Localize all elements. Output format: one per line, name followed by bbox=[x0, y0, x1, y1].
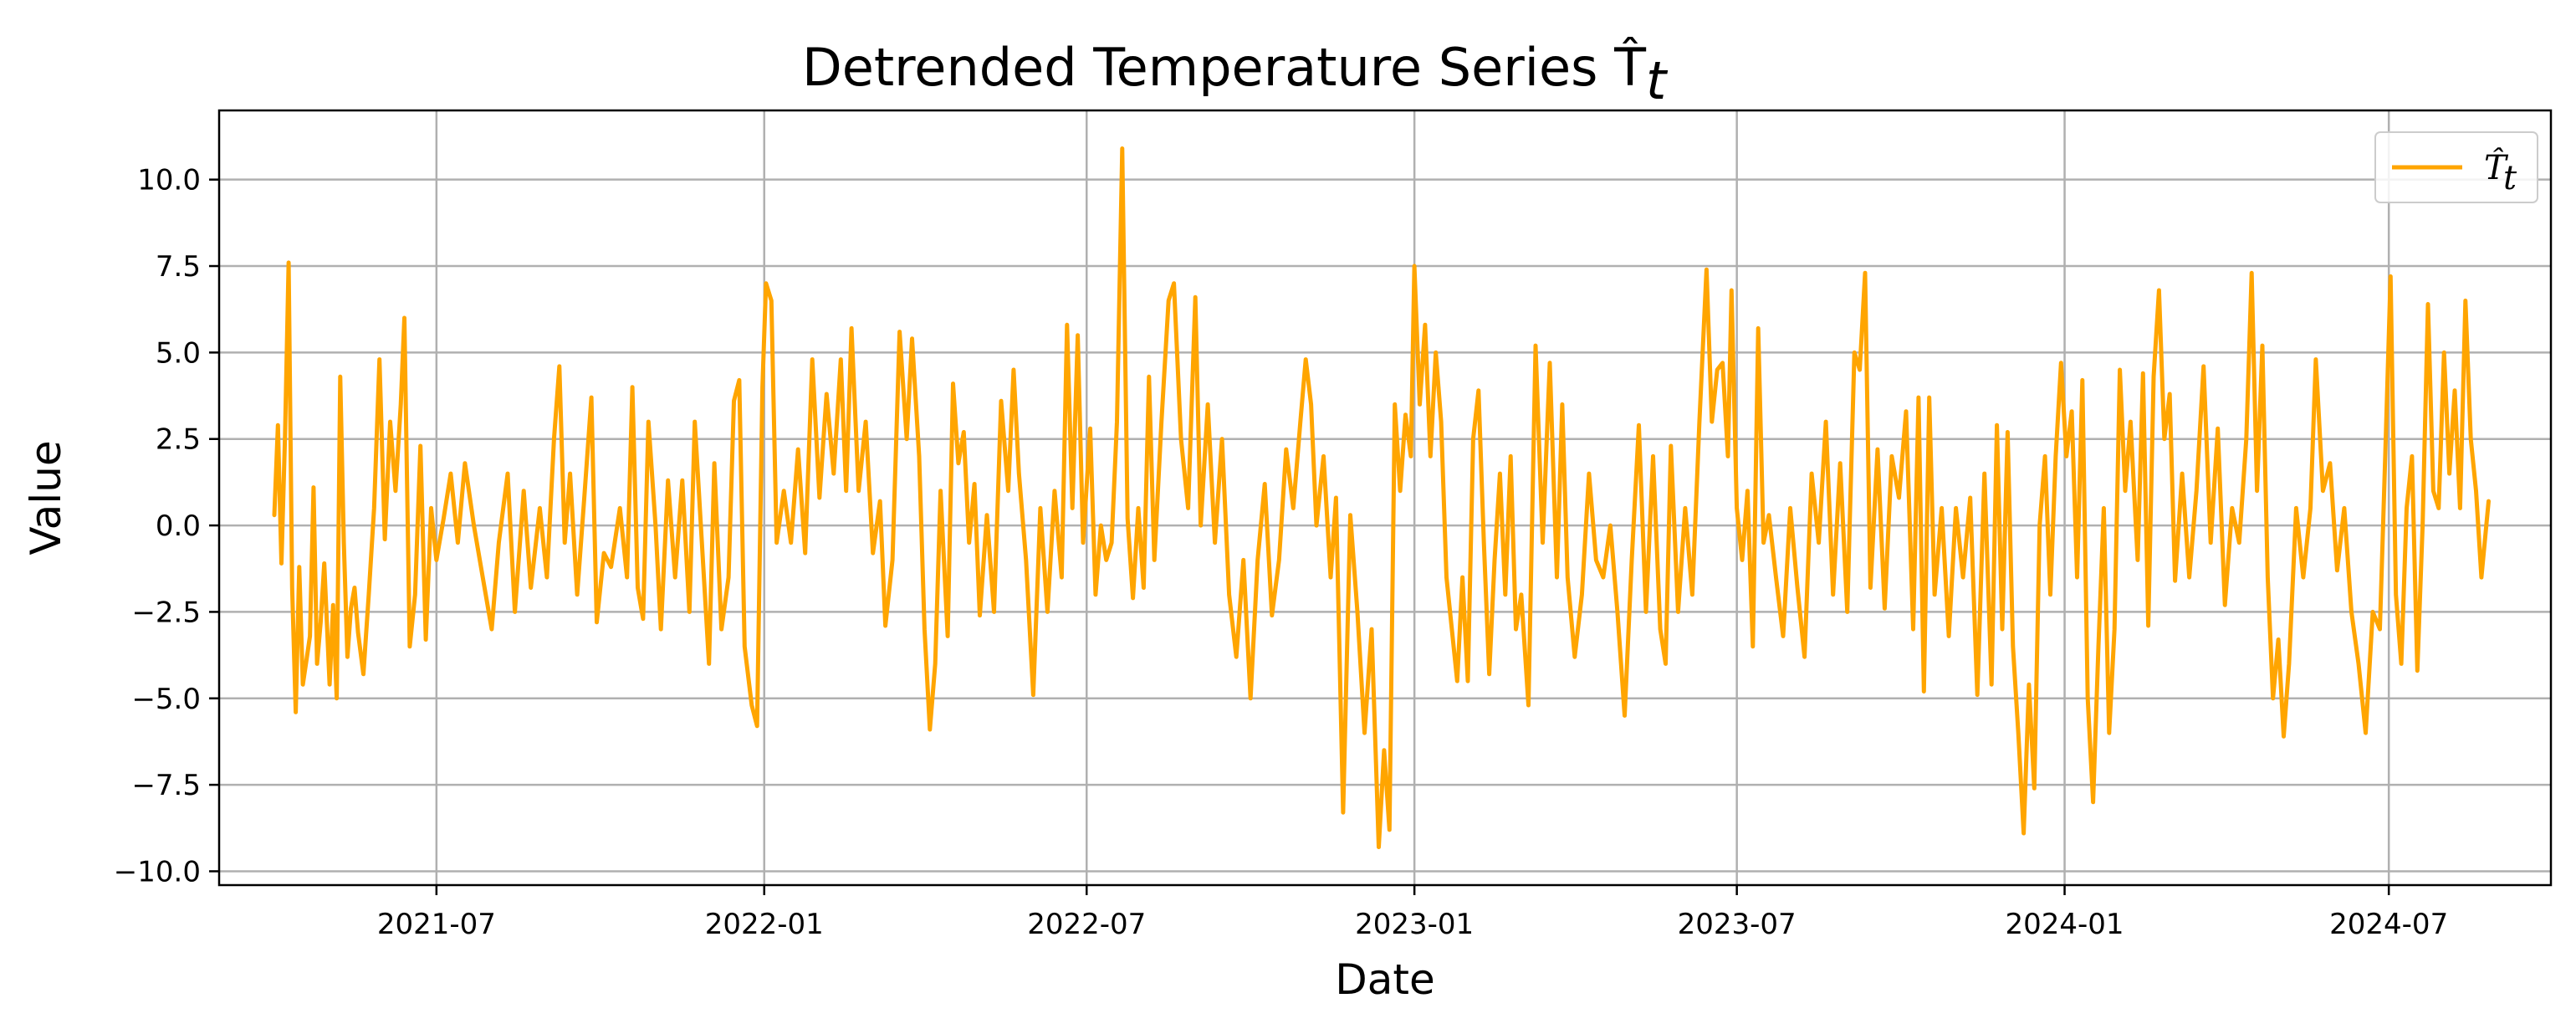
y-axis-tick-labels: −10.0 −7.5 −5.0 −2.5 0.0 2.5 5.0 7.5 10.0 bbox=[114, 164, 201, 889]
y-axis-title: Value bbox=[22, 440, 70, 555]
x-tick-label: 2022-01 bbox=[705, 908, 824, 941]
y-tick-label: −2.5 bbox=[131, 596, 201, 629]
chart-title: Detrended Temperature Series T̂ bbox=[802, 37, 1647, 98]
y-tick-label: 10.0 bbox=[137, 164, 201, 197]
chart-title-subscript: t bbox=[1646, 50, 1669, 111]
plot-area-frame bbox=[217, 109, 2553, 887]
legend-label: T̂ bbox=[2484, 149, 2509, 187]
tick-marks bbox=[209, 178, 2390, 895]
legend-label-subscript: t bbox=[2503, 159, 2517, 197]
x-axis-title: Date bbox=[1335, 955, 1435, 1004]
y-tick-label: −5.0 bbox=[131, 683, 201, 716]
x-tick-label: 2023-01 bbox=[1355, 908, 1474, 941]
y-tick-label: −10.0 bbox=[114, 855, 201, 888]
x-tick-label: 2023-07 bbox=[1678, 908, 1797, 941]
x-tick-label: 2024-01 bbox=[2006, 908, 2124, 941]
y-tick-label: 2.5 bbox=[156, 423, 201, 457]
x-tick-label: 2024-07 bbox=[2329, 908, 2448, 941]
x-tick-label: 2021-07 bbox=[377, 908, 496, 941]
legend: T̂ t bbox=[2374, 131, 2538, 203]
series-line bbox=[272, 146, 2491, 849]
y-tick-label: 7.5 bbox=[156, 250, 201, 284]
x-tick-label: 2022-07 bbox=[1027, 908, 1146, 941]
x-axis-tick-labels: 2021-07 2022-01 2022-07 2023-01 2023-07 2024-… bbox=[377, 908, 2448, 941]
y-tick-label: 5.0 bbox=[156, 336, 201, 370]
y-tick-label: −7.5 bbox=[131, 769, 201, 802]
series-layer bbox=[272, 146, 2491, 849]
y-tick-label: 0.0 bbox=[156, 509, 201, 543]
